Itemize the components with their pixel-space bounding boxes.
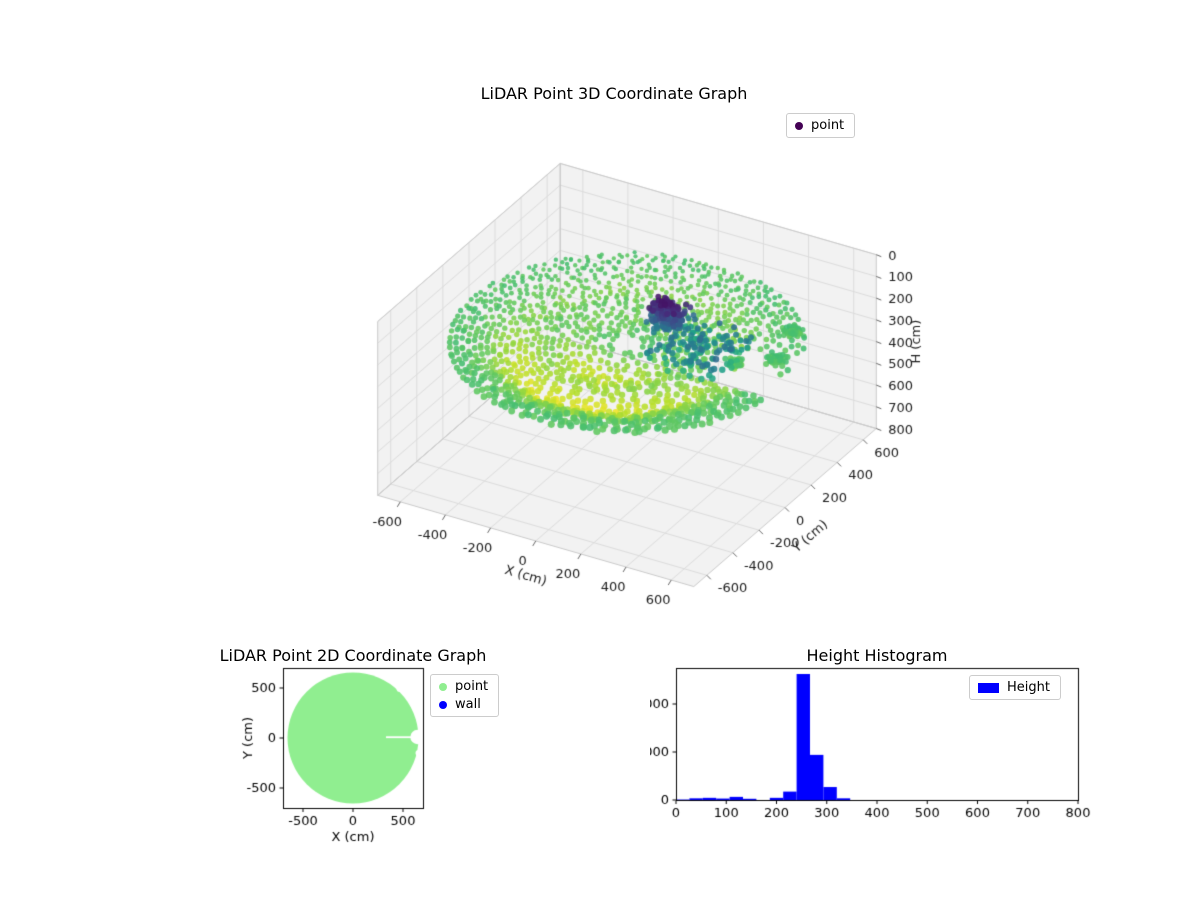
legend-entry-point: point [795,118,844,133]
legend-label-height: Height [1007,680,1050,695]
3d-scatter-canvas [300,120,980,640]
point-marker-icon [795,121,803,130]
legend-entry-height: Height [978,680,1050,695]
legend-label-wall: wall [455,697,481,712]
3d-chart-title: LiDAR Point 3D Coordinate Graph [480,84,748,103]
height-patch-icon [978,682,999,693]
histogram-canvas [650,640,1110,830]
2d-scatter-canvas [230,640,450,850]
2d-legend: point wall [430,674,500,717]
3d-legend: point [786,113,856,138]
wall-marker-icon [439,700,447,709]
legend-entry-wall: wall [439,697,488,712]
legend-label-point: point [455,679,489,694]
point-marker-icon [439,682,447,691]
legend-label-point: point [811,118,845,133]
legend-entry-point: point [439,679,488,694]
histogram-legend: Height [969,675,1061,700]
